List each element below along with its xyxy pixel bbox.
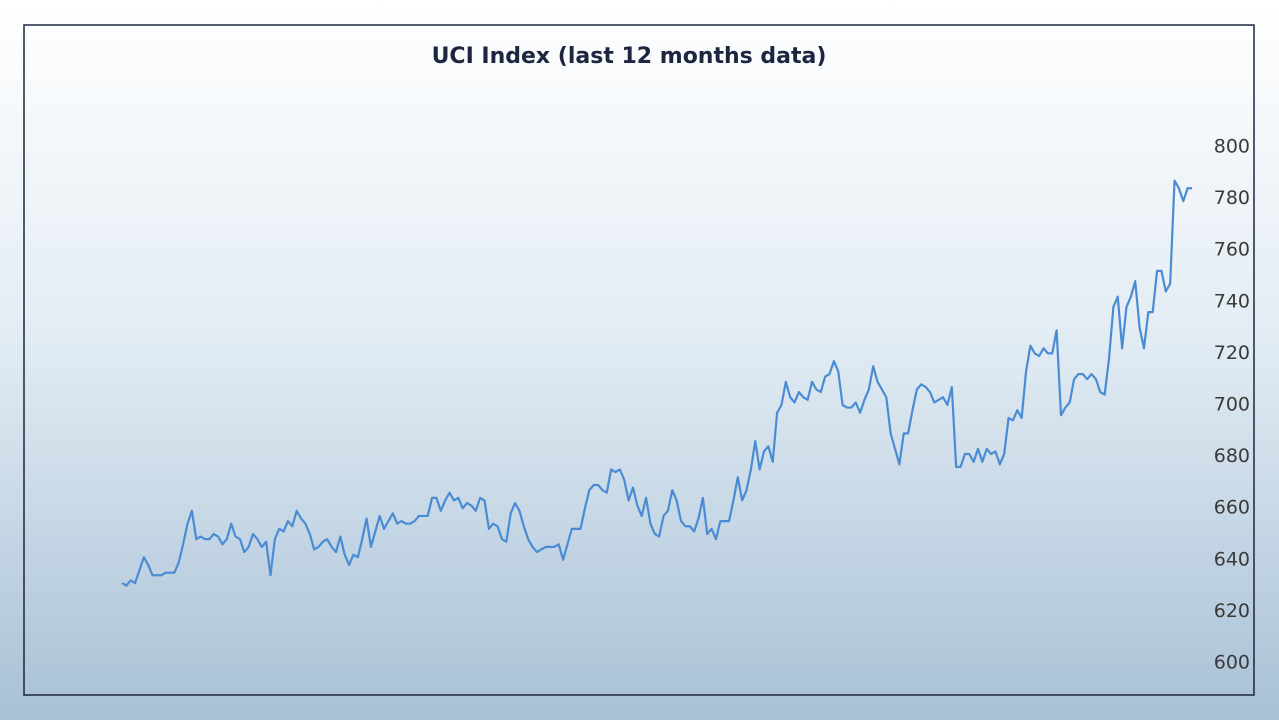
- y-tick-label: 780: [1214, 187, 1250, 209]
- y-tick-label: 680: [1214, 445, 1250, 467]
- chart-frame: [23, 24, 1255, 696]
- y-tick-label: 760: [1214, 239, 1250, 261]
- data-line: [121, 179, 1192, 587]
- y-tick-label: 740: [1214, 290, 1250, 312]
- y-tick-label: 720: [1214, 342, 1250, 364]
- y-tick-label: 620: [1214, 600, 1250, 622]
- y-tick-label: 600: [1214, 652, 1250, 674]
- y-tick-label: 640: [1214, 548, 1250, 570]
- y-tick-label: 660: [1214, 497, 1250, 519]
- y-tick-label: 700: [1214, 394, 1250, 416]
- y-tick-label: 800: [1214, 136, 1250, 158]
- chart-title: UCI Index (last 12 months data): [432, 44, 827, 69]
